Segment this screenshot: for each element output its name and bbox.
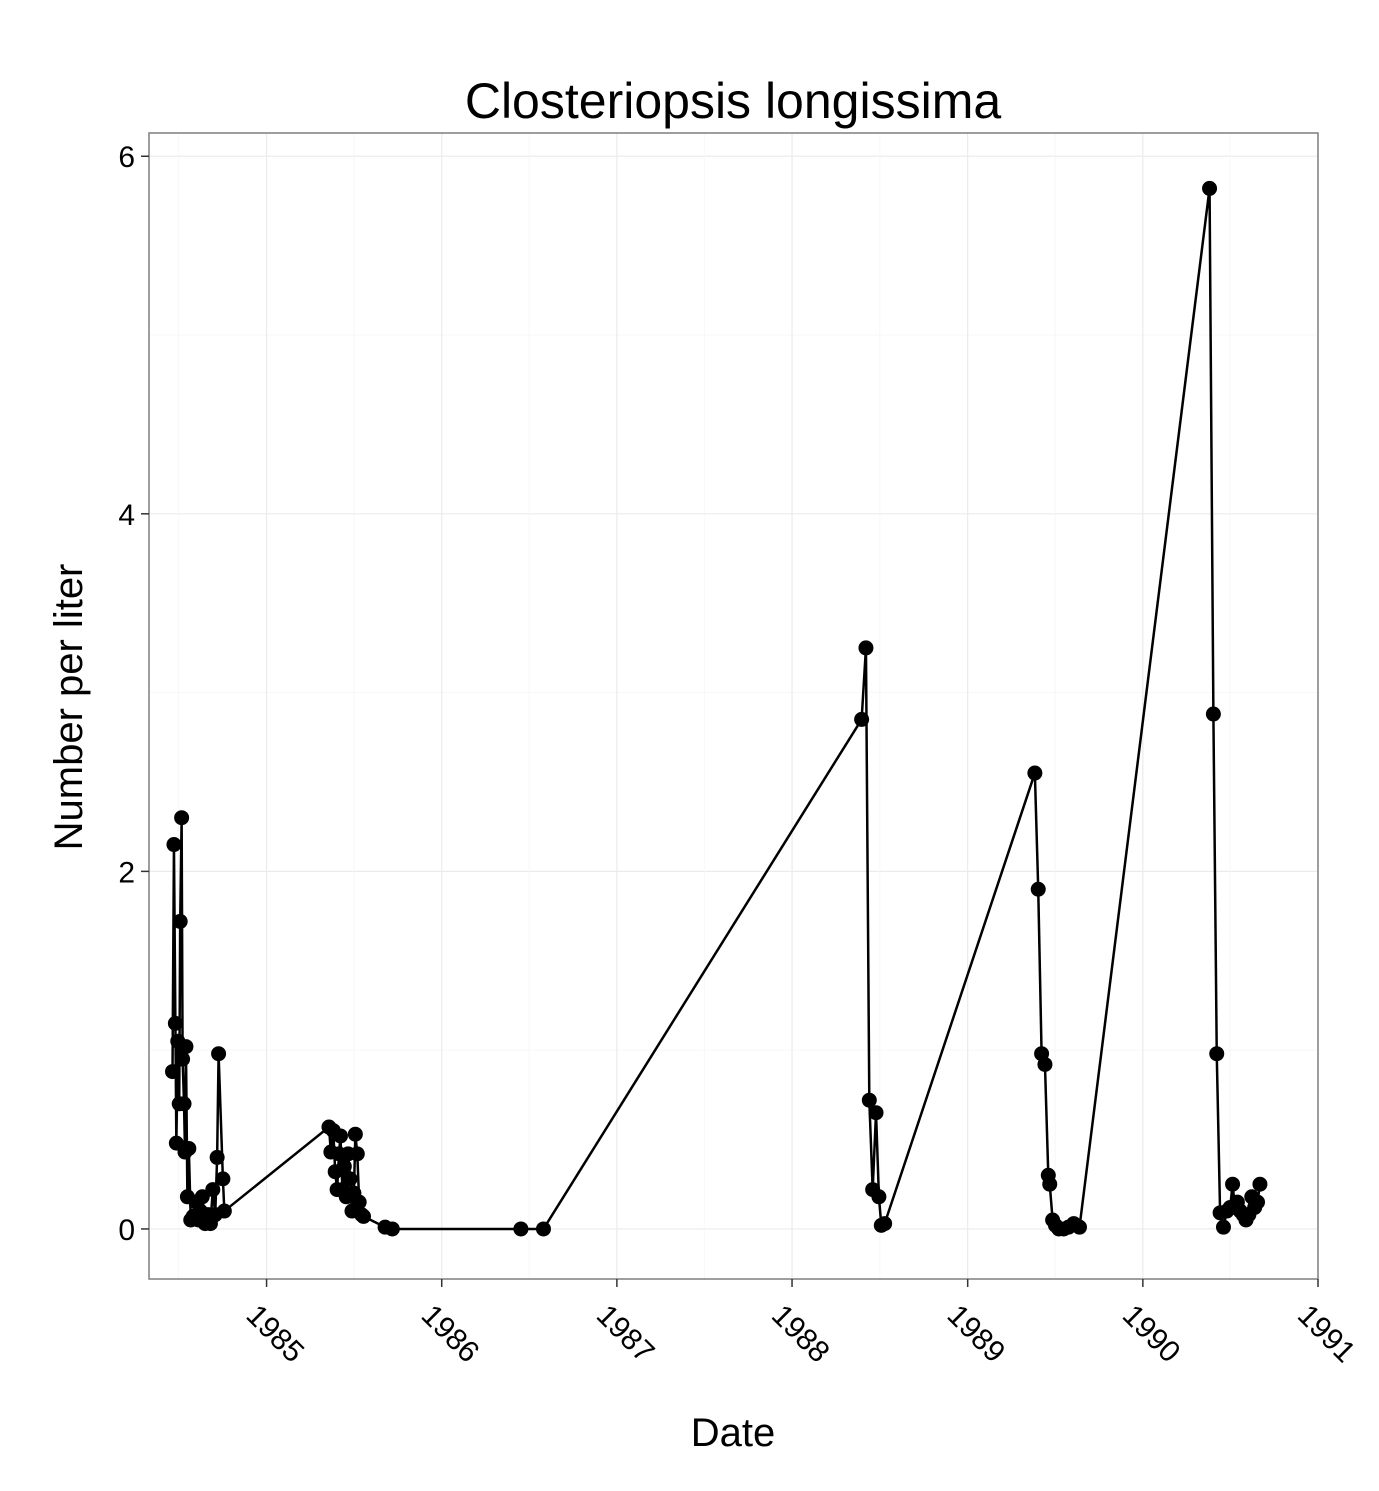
data-point [858, 640, 874, 656]
data-point [513, 1221, 529, 1237]
data-point [877, 1216, 893, 1232]
data-point [1250, 1194, 1266, 1210]
data-point [1042, 1176, 1058, 1192]
x-tick-label: 1991 [1291, 1299, 1362, 1370]
grid-layer [149, 133, 1319, 1279]
data-point [181, 1140, 197, 1156]
y-axis-title: Number per liter [47, 564, 91, 851]
data-point [332, 1128, 348, 1144]
data-point [347, 1126, 363, 1142]
data-point [1072, 1219, 1087, 1235]
data-point [174, 810, 190, 826]
data-point [854, 711, 870, 727]
data-point [205, 1182, 221, 1198]
data-point [167, 1015, 183, 1031]
data-point [172, 913, 188, 929]
x-tick-label: 1986 [415, 1299, 486, 1370]
data-point [215, 1171, 231, 1187]
data-point [535, 1221, 551, 1237]
x-tick-label: 1989 [941, 1299, 1012, 1370]
x-axis: 1985 1986 1987 1988 1989 1990 1991 [240, 1279, 1362, 1369]
data-point [176, 1096, 192, 1112]
data-point [861, 1092, 877, 1108]
series-line [171, 187, 1262, 1231]
data-point [165, 1064, 181, 1080]
data-point [351, 1194, 367, 1210]
data-point [175, 1051, 191, 1067]
data-point [1209, 1046, 1225, 1062]
data-point [209, 1149, 225, 1165]
data-point [166, 837, 182, 853]
x-tick-label: 1985 [240, 1299, 311, 1370]
data-point [1225, 1176, 1241, 1192]
data-point [216, 1203, 232, 1219]
data-point [1037, 1056, 1053, 1072]
data-point [1027, 765, 1043, 781]
data-point [1030, 881, 1046, 897]
data-point [1252, 1176, 1268, 1192]
data-point [349, 1146, 365, 1162]
data-point [871, 1189, 887, 1205]
data-point [211, 1046, 227, 1062]
data-point [384, 1221, 400, 1237]
y-tick-label: 4 [118, 499, 135, 532]
x-tick-label: 1990 [1116, 1299, 1187, 1370]
chart-title: Closteriopsis longissima [465, 73, 1001, 129]
x-tick-label: 1988 [765, 1299, 836, 1370]
y-tick-label: 2 [118, 856, 135, 889]
x-axis-title: Date [691, 1411, 776, 1455]
data-point [342, 1171, 358, 1187]
data-point [336, 1158, 352, 1174]
series-layer [165, 180, 1268, 1237]
data-point [1202, 180, 1218, 196]
y-axis: 0 2 4 6 [118, 141, 149, 1247]
data-point [178, 1039, 194, 1055]
data-point [868, 1105, 884, 1121]
data-point [1205, 706, 1221, 722]
data-point [194, 1189, 210, 1205]
y-tick-label: 0 [118, 1214, 135, 1247]
data-point [1215, 1219, 1231, 1235]
x-tick-label: 1987 [590, 1299, 661, 1370]
data-point [356, 1208, 372, 1224]
plot-panel [148, 132, 1319, 1280]
y-tick-label: 6 [118, 141, 135, 174]
